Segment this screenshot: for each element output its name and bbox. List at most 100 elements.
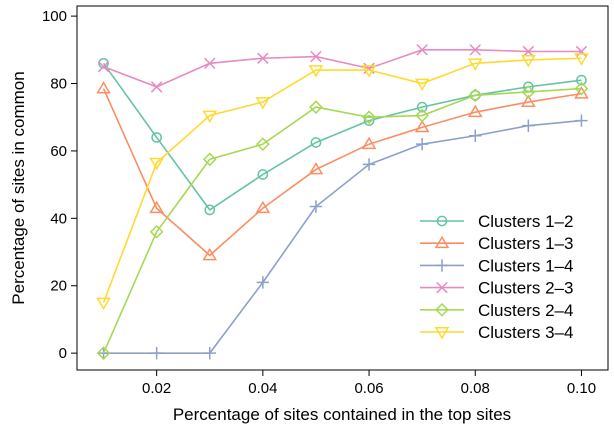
data-point [574, 86, 589, 99]
y-tick-label: 80 [50, 76, 67, 93]
data-point [310, 137, 322, 148]
series-1 [98, 57, 587, 216]
data-point [96, 346, 111, 361]
y-axis: 0 20 40 60 80 100 [42, 8, 77, 362]
data-point [521, 94, 536, 108]
data-point [98, 57, 109, 69]
y-tick-label: 60 [50, 143, 67, 160]
data-point [522, 119, 535, 132]
data-point [362, 158, 376, 171]
x-tick-label: 0.06 [354, 380, 383, 397]
legend-item: Clusters 1–4 [420, 256, 573, 275]
data-point [521, 85, 536, 99]
legend-item: Clusters 2–4 [420, 301, 573, 320]
series-5 [96, 81, 589, 361]
legend-label: Clusters 2–3 [478, 279, 573, 298]
legend-marker [434, 235, 450, 249]
legend-label: Clusters 3–4 [478, 323, 573, 342]
data-point [203, 346, 216, 360]
y-axis-title: Percentage of sites in common [9, 71, 28, 304]
legend: Clusters 1–2 Clusters 1–3 Clusters 1–4 Clus… [420, 212, 573, 342]
data-point [363, 62, 375, 75]
series-4 [97, 44, 588, 93]
data-point [149, 224, 164, 239]
data-point [149, 157, 164, 171]
data-point [257, 169, 269, 180]
data-point [96, 81, 111, 94]
legend-label: Clusters 1–3 [478, 234, 573, 253]
data-point [361, 136, 377, 150]
data-point [97, 60, 110, 73]
data-point [469, 129, 482, 142]
data-point [255, 137, 270, 152]
data-point [575, 114, 588, 127]
series-3 [97, 114, 588, 360]
data-point [522, 45, 535, 58]
data-point [467, 104, 483, 118]
data-point [150, 346, 163, 360]
legend-marker [436, 215, 448, 227]
y-tick-label: 40 [50, 210, 67, 227]
data-point [363, 115, 375, 126]
legend-item: Clusters 2–3 [420, 279, 573, 298]
data-point [415, 108, 430, 123]
data-point [414, 119, 430, 133]
data-point [574, 81, 589, 96]
data-point [256, 276, 270, 289]
legend-marker [434, 327, 450, 340]
data-point [469, 44, 481, 56]
y-tick-label: 20 [50, 278, 67, 295]
series-line [103, 49, 582, 88]
data-point [257, 52, 269, 64]
plot-frame [76, 5, 609, 371]
legend-marker [435, 302, 449, 317]
data-point [204, 204, 216, 216]
legend-marker [435, 259, 449, 272]
data-point [415, 137, 429, 151]
data-point [416, 101, 428, 113]
data-point [521, 54, 536, 68]
legend-marker [436, 281, 448, 294]
data-point [308, 161, 324, 175]
legend-label: Clusters 1–2 [478, 212, 573, 231]
data-point [149, 200, 164, 214]
series-2 [96, 81, 589, 261]
series-line [102, 57, 582, 303]
data-point [414, 78, 430, 91]
data-point [202, 110, 218, 124]
y-tick-label: 100 [42, 8, 67, 25]
legend-label: Clusters 1–4 [478, 256, 573, 275]
data-point [202, 247, 218, 261]
legend-item: Clusters 3–4 [420, 323, 573, 342]
data-point [574, 53, 589, 66]
series-line [102, 62, 582, 211]
data-point [468, 88, 483, 103]
data-point [310, 50, 322, 63]
data-point [204, 57, 216, 70]
data-point [255, 200, 271, 214]
x-axis: 0.02 0.04 0.06 0.08 0.10 [142, 370, 596, 397]
data-point [96, 297, 111, 311]
series-6 [96, 53, 589, 311]
data-point [576, 74, 587, 86]
x-tick-label: 0.04 [248, 380, 277, 397]
data-point [416, 44, 428, 56]
series-line [103, 119, 582, 354]
x-tick-label: 0.10 [567, 380, 596, 397]
series-layer [96, 44, 589, 361]
data-point [151, 132, 162, 143]
data-point [309, 200, 323, 213]
data-point [308, 65, 324, 78]
series-line [102, 88, 582, 257]
legend-label: Clusters 2–4 [478, 301, 573, 320]
data-point [362, 110, 376, 125]
y-tick-label: 0 [59, 345, 67, 362]
data-point [309, 100, 323, 114]
data-point [150, 81, 163, 93]
data-point [202, 152, 217, 167]
data-point [255, 97, 271, 110]
x-tick-label: 0.02 [142, 380, 171, 397]
data-point [467, 58, 483, 71]
legend-item: Clusters 1–2 [420, 212, 573, 231]
